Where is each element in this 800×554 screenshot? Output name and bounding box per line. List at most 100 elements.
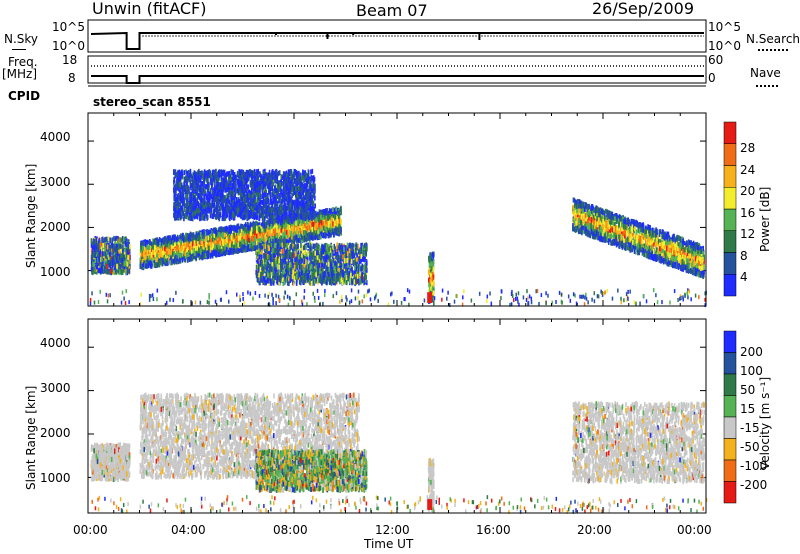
power-noise-pixel [669, 301, 671, 305]
power-noise-pixel [690, 297, 692, 301]
power-noise-pixel [639, 302, 641, 306]
power-noise-pixel [454, 300, 456, 304]
power-scatter-pixel [115, 247, 117, 252]
power-noise-pixel [317, 289, 319, 293]
power-noise-pixel [531, 300, 533, 304]
power-noise-pixel [175, 291, 177, 295]
power-noise-pixel [511, 290, 513, 294]
power-scatter-pixel [105, 237, 107, 242]
power-scatter-pixel [102, 251, 104, 256]
power-noise-pixel [90, 298, 92, 302]
power-scatter-pixel [96, 236, 98, 241]
power-noise-pixel [303, 296, 305, 300]
power-noise-pixel [513, 298, 515, 302]
power-scatter-pixel [109, 246, 111, 251]
power-noise-pixel [695, 294, 697, 298]
power-scatter-pixel [128, 260, 130, 265]
power-noise-pixel [531, 297, 533, 301]
power-scatter-pixel [127, 255, 129, 260]
power-scatter-pixel [112, 243, 114, 248]
power-noise-pixel [643, 294, 645, 298]
power-noise-pixel [208, 301, 210, 305]
power-noise-pixel [346, 298, 348, 302]
power-noise-pixel [424, 298, 426, 302]
power-noise-pixel [629, 290, 631, 294]
power-noise-pixel [156, 297, 158, 301]
power-noise-pixel [285, 291, 287, 295]
power-noise-pixel [200, 301, 202, 305]
power-noise-pixel [555, 300, 557, 304]
power-noise-pixel [149, 298, 151, 302]
power-noise-pixel [407, 288, 409, 292]
power-scatter-pixel [117, 239, 119, 244]
power-noise-pixel [584, 296, 586, 300]
power-noise-pixel [322, 302, 324, 306]
power-scatter-pixel [93, 245, 95, 250]
power-noise-pixel [191, 301, 193, 305]
power-noise-pixel [515, 297, 517, 301]
power-scatter-pixel [110, 259, 112, 264]
power-noise-pixel [149, 294, 151, 298]
power-noise-pixel [447, 291, 449, 295]
power-noise-pixel [527, 296, 529, 300]
power-panel [88, 141, 707, 307]
power-scatter-pixel [123, 237, 125, 242]
power-noise-pixel [603, 292, 605, 296]
power-noise-pixel [600, 290, 602, 294]
power-scatter-pixel [120, 253, 122, 258]
power-noise-pixel [518, 291, 520, 295]
power-noise-pixel [393, 300, 395, 304]
power-noise-pixel [324, 289, 326, 293]
power-noise-pixel [106, 293, 108, 297]
power-scatter-pixel [110, 269, 112, 274]
power-scatter-pixel [124, 261, 126, 266]
power-noise-pixel [573, 292, 575, 296]
power-noise-pixel [581, 295, 583, 299]
power-noise-pixel [125, 301, 127, 305]
power-noise-pixel [680, 296, 682, 300]
power-noise-pixel [463, 289, 465, 293]
power-noise-pixel [228, 300, 230, 304]
power-noise-pixel [612, 297, 614, 301]
power-noise-pixel [627, 297, 629, 301]
power-noise-pixel [358, 290, 360, 294]
power-noise-pixel [363, 294, 365, 298]
power-noise-pixel [587, 300, 589, 304]
power-scatter-pixel [123, 255, 125, 260]
power-noise-pixel [271, 293, 273, 297]
power-noise-pixel [259, 294, 261, 298]
power-noise-pixel [545, 291, 547, 295]
power-noise-pixel [215, 300, 217, 304]
power-noise-pixel [98, 300, 100, 304]
power-scatter-pixel [92, 262, 94, 267]
power-noise-pixel [646, 299, 648, 303]
power-noise-pixel [682, 295, 684, 299]
power-noise-pixel [594, 291, 596, 295]
power-noise-pixel [583, 295, 585, 299]
power-noise-pixel [586, 297, 588, 301]
power-scatter-pixel [108, 236, 110, 241]
power-noise-pixel [351, 288, 353, 292]
power-scatter-pixel [102, 243, 104, 248]
power-scatter-pixel [96, 241, 98, 246]
power-noise-pixel [409, 290, 411, 294]
power-scatter-pixel [101, 269, 103, 274]
power-scatter-pixel [128, 268, 130, 273]
power-scatter-pixel [125, 270, 127, 275]
power-noise-pixel [541, 293, 543, 297]
power-scatter-pixel [97, 251, 99, 256]
power-noise-pixel [275, 301, 277, 305]
power-scatter-pixel [121, 258, 123, 263]
power-noise-pixel [568, 294, 570, 298]
power-noise-pixel [287, 295, 289, 299]
power-noise-pixel [279, 298, 281, 302]
power-noise-pixel [275, 294, 277, 298]
power-noise-pixel [357, 296, 359, 300]
power-noise-pixel [355, 296, 357, 300]
power-scatter-pixel [98, 257, 100, 262]
power-noise-pixel [109, 293, 111, 297]
power-noise-pixel [242, 297, 244, 301]
power-noise-pixel [252, 297, 254, 301]
power-noise-pixel [125, 289, 127, 293]
power-noise-pixel [591, 298, 593, 302]
